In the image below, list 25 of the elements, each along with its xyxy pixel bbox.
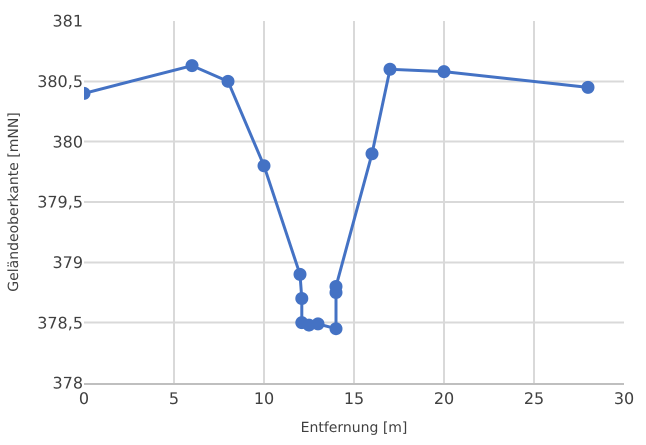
y-tick-label: 380 [52,132,83,152]
x-tick-label: 10 [254,389,274,408]
x-tick-label: 20 [434,389,454,408]
x-tick-label: 30 [614,389,634,408]
point [186,59,198,72]
x-axis-title: Entfernung [m] [300,420,408,436]
point [384,62,396,76]
point [582,80,594,94]
y-tick-label: 381 [52,12,83,31]
y-tick-label: 378,5 [37,313,83,332]
x-tick-label: 5 [168,389,180,408]
point [294,268,306,281]
y-tick-label: 380,5 [37,72,83,91]
x-tick-label: 15 [344,389,364,408]
point [438,65,450,78]
point [258,159,270,172]
y-tick-label: 379 [52,252,83,272]
point [222,74,234,88]
point [366,147,378,160]
x-tick-label: 25 [524,389,544,408]
point [312,317,324,330]
point [330,322,342,336]
point [295,292,308,306]
y-tick-label: 379,5 [37,192,83,212]
y-axis-title: Geländeoberkante [mNN] [6,112,22,292]
